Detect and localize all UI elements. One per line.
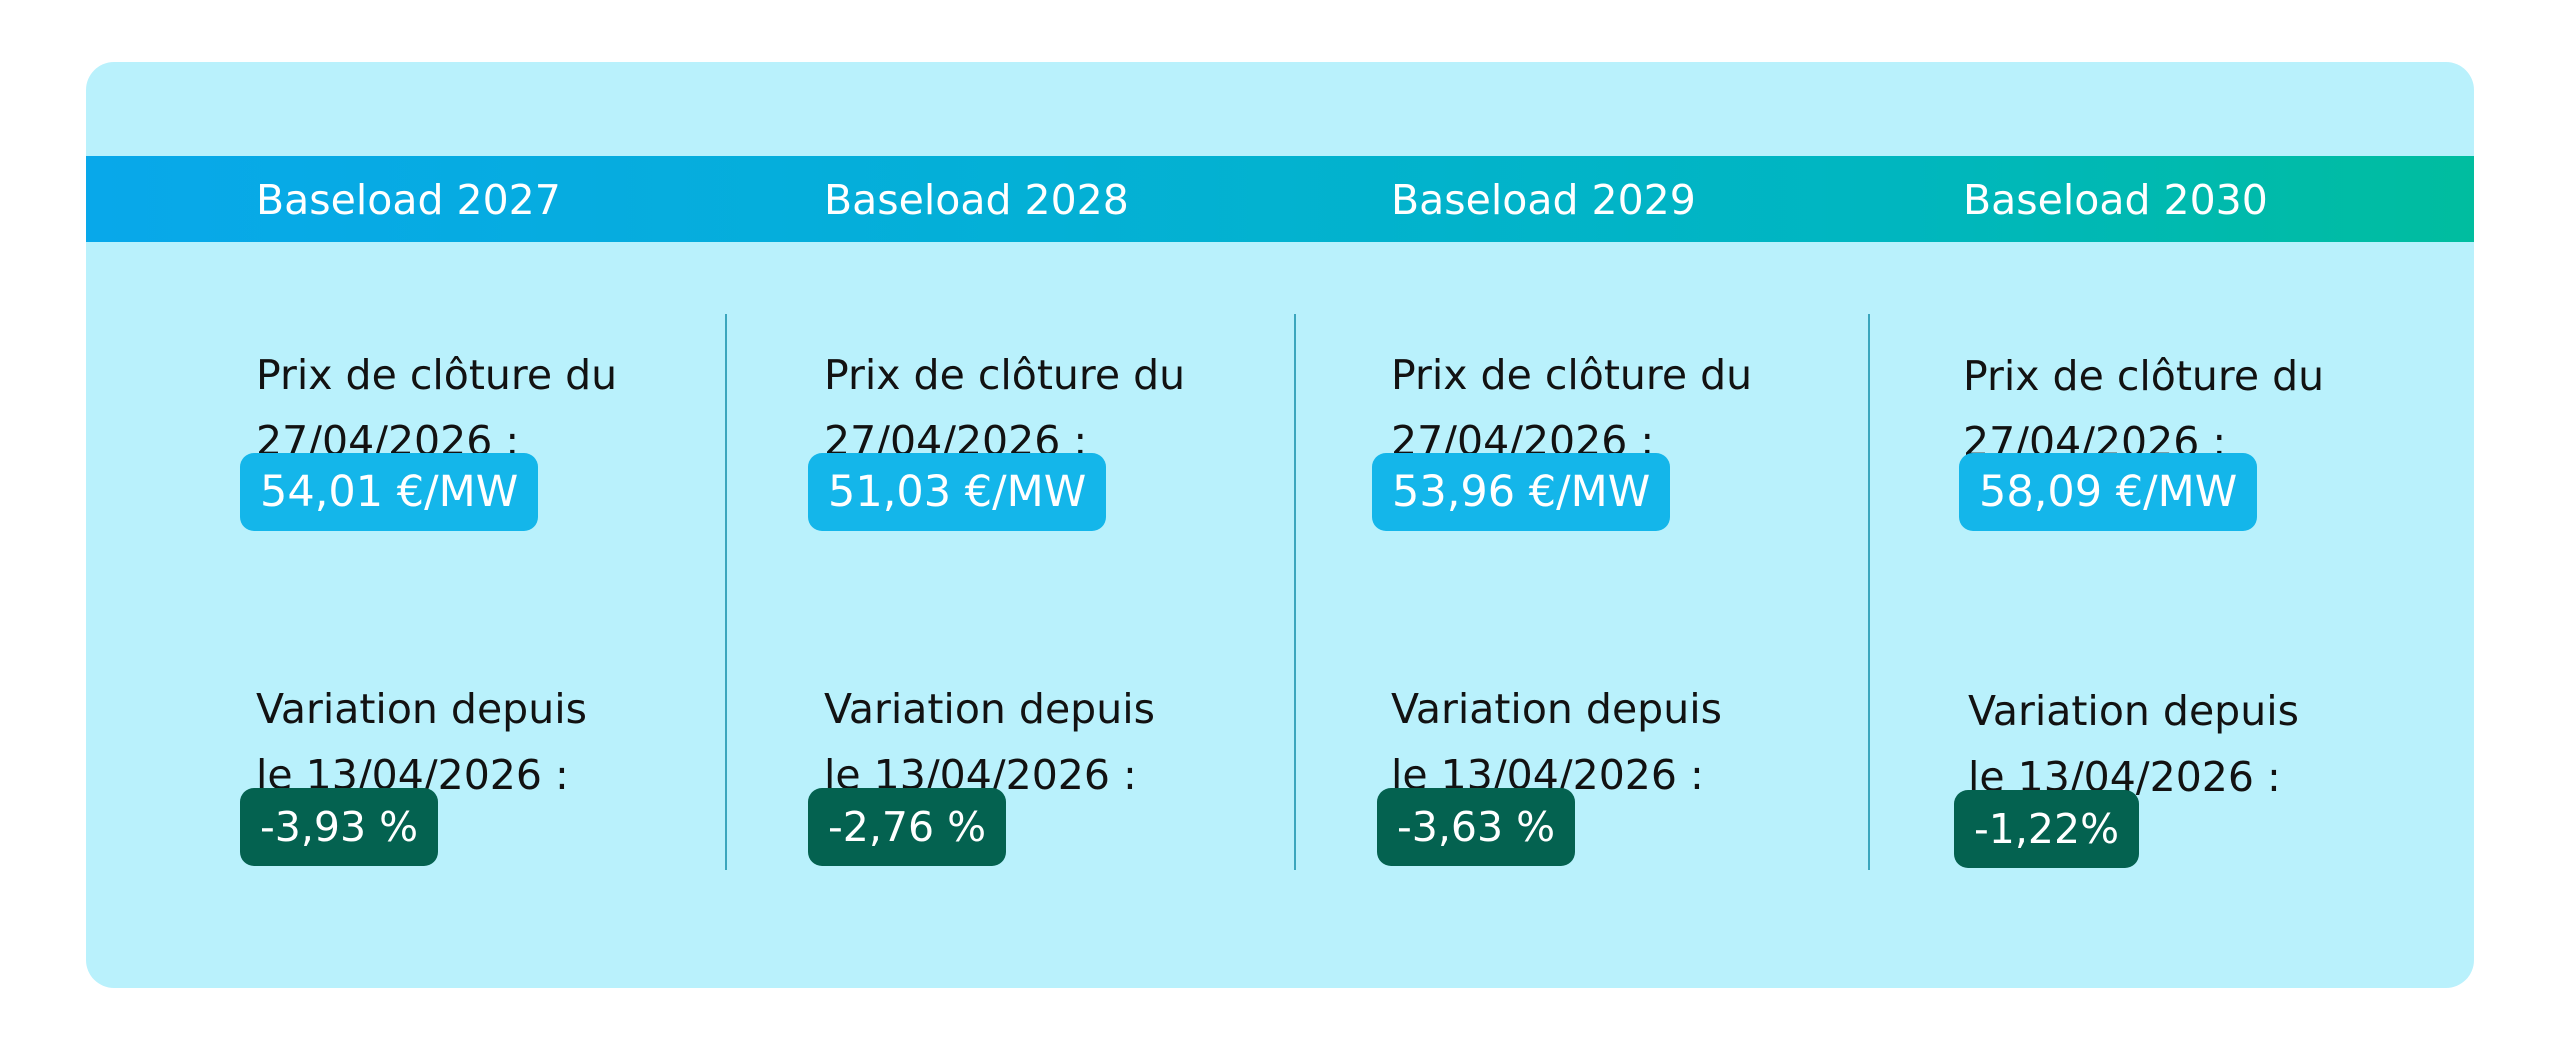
variation-value-2030: -1,22% — [1954, 790, 2140, 868]
variation-label-line1: Variation depuis — [824, 685, 1155, 733]
variation-label-line1: Variation depuis — [1968, 687, 2299, 735]
column-divider — [1868, 314, 1870, 870]
variation-label-2030: Variation depuis le 13/04/2026 : — [1968, 678, 2299, 810]
baseload-price-panel: Baseload 2027 Prix de clôture du 27/04/2… — [86, 62, 2474, 988]
column-title-2029: Baseload 2029 — [1391, 176, 1696, 224]
variation-value-2029: -3,63 % — [1377, 788, 1576, 866]
price-label-line1: Prix de clôture du — [1963, 352, 2325, 400]
column-title-2027: Baseload 2027 — [256, 176, 561, 224]
price-label-2029: Prix de clôture du 27/04/2026 : — [1391, 342, 1752, 474]
price-label-line1: Prix de clôture du — [1391, 351, 1753, 399]
variation-label-line1: Variation depuis — [1391, 685, 1722, 733]
price-value-2028: 51,03 €/MW — [808, 453, 1107, 531]
variation-label-line1: Variation depuis — [256, 685, 587, 733]
price-value-2027: 54,01 €/MW — [240, 453, 539, 531]
price-value-2029: 53,96 €/MW — [1372, 453, 1671, 531]
price-value-2030: 58,09 €/MW — [1959, 453, 2258, 531]
variation-value-2027: -3,93 % — [240, 788, 439, 866]
column-divider — [725, 314, 727, 870]
column-title-2028: Baseload 2028 — [824, 176, 1129, 224]
header-band — [86, 156, 2474, 242]
column-divider — [1294, 314, 1296, 870]
column-title-2030: Baseload 2030 — [1963, 176, 2268, 224]
variation-value-2028: -2,76 % — [808, 788, 1007, 866]
price-label-line1: Prix de clôture du — [256, 351, 618, 399]
price-label-line1: Prix de clôture du — [824, 351, 1186, 399]
